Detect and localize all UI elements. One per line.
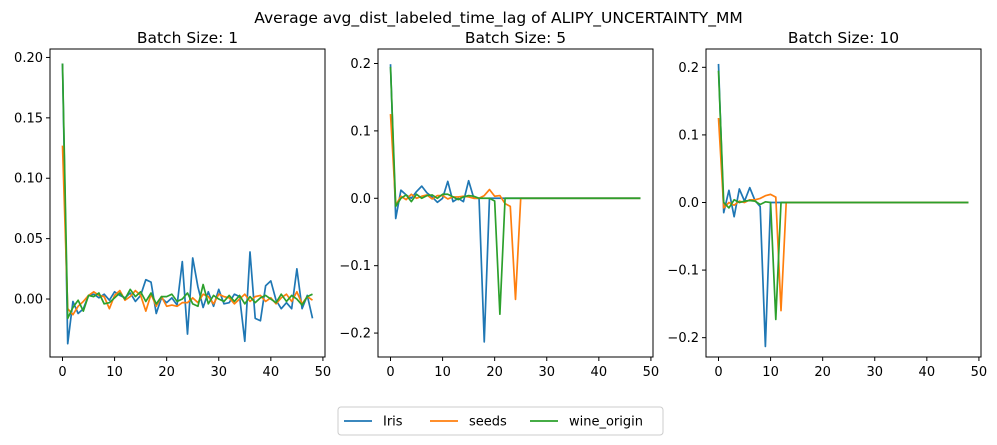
x-tick-label: 40 [591,365,608,380]
y-tick-label: 0.1 [350,124,371,139]
y-tick-label: 0.00 [14,293,43,308]
x-tick-label: 0 [714,365,722,380]
x-tick-label: 10 [106,365,123,380]
figure-title: Average avg_dist_labeled_time_lag of ALI… [254,9,742,28]
legend-label-iris: Iris [383,415,403,430]
x-tick-label: 10 [762,365,779,380]
axes-frame [377,48,654,358]
series-line-seeds [389,113,641,301]
series-line-wine-origin [717,70,969,321]
y-tick-label: 0.0 [678,196,699,211]
x-tick-label: 40 [263,365,280,380]
subplot-1: Batch Size: 1 0 10 20 30 40 50 0.00 0.05 0.10 0.15… [14,29,331,380]
x-tick-label: 40 [919,365,936,380]
x-tick-label: 0 [58,365,66,380]
x-tick-label: 10 [434,365,451,380]
x-tick-label: 30 [210,365,227,380]
y-tick-label: 0.10 [14,172,43,187]
y-tick-label: 0.0 [350,192,371,207]
axes-frame [705,48,982,358]
subplot-3: Batch Size: 10 0 10 20 30 40 50 −0.2 −0.1 0.0 0.1 0… [667,29,987,380]
subplot-title: Batch Size: 5 [465,29,566,47]
x-tick-label: 30 [866,365,883,380]
x-tick-label: 20 [486,365,503,380]
y-tick-label: 0.15 [14,111,43,126]
y-tick-label: −0.2 [667,331,699,346]
x-tick-label: 20 [158,365,175,380]
x-tick-label: 50 [971,365,988,380]
series-line-iris [717,63,969,348]
x-tick-label: 30 [538,365,555,380]
y-tick-label: 0.20 [14,51,43,66]
legend-box [337,406,664,436]
axes-frame [49,48,326,358]
subplot-2: Batch Size: 5 0 10 20 30 40 50 −0.2 −0.1 0.0 0.1 0.… [339,29,659,380]
series-line-seeds [61,145,313,316]
y-tick-label: 0.2 [678,61,699,76]
y-tick-label: 0.1 [678,128,699,143]
x-tick-label: 50 [643,365,660,380]
series-line-wine-origin [61,63,313,320]
legend-label-seeds: seeds [469,415,507,430]
y-tick-label: −0.1 [667,264,699,279]
series-line-iris [61,63,314,345]
y-tick-label: −0.2 [339,327,371,342]
y-tick-label: 0.2 [350,57,371,72]
series-line-wine-origin [389,66,641,316]
x-tick-label: 50 [315,365,332,380]
y-tick-label: 0.05 [14,232,43,247]
legend-label-wine-origin: wine_origin [569,415,643,430]
subplot-title: Batch Size: 1 [137,29,238,47]
series-line-seeds [717,117,969,312]
y-tick-label: −0.1 [339,259,371,274]
subplot-title: Batch Size: 10 [788,29,899,47]
legend: Iris seeds wine_origin [337,406,664,436]
x-tick-label: 20 [814,365,831,380]
x-tick-label: 0 [386,365,394,380]
